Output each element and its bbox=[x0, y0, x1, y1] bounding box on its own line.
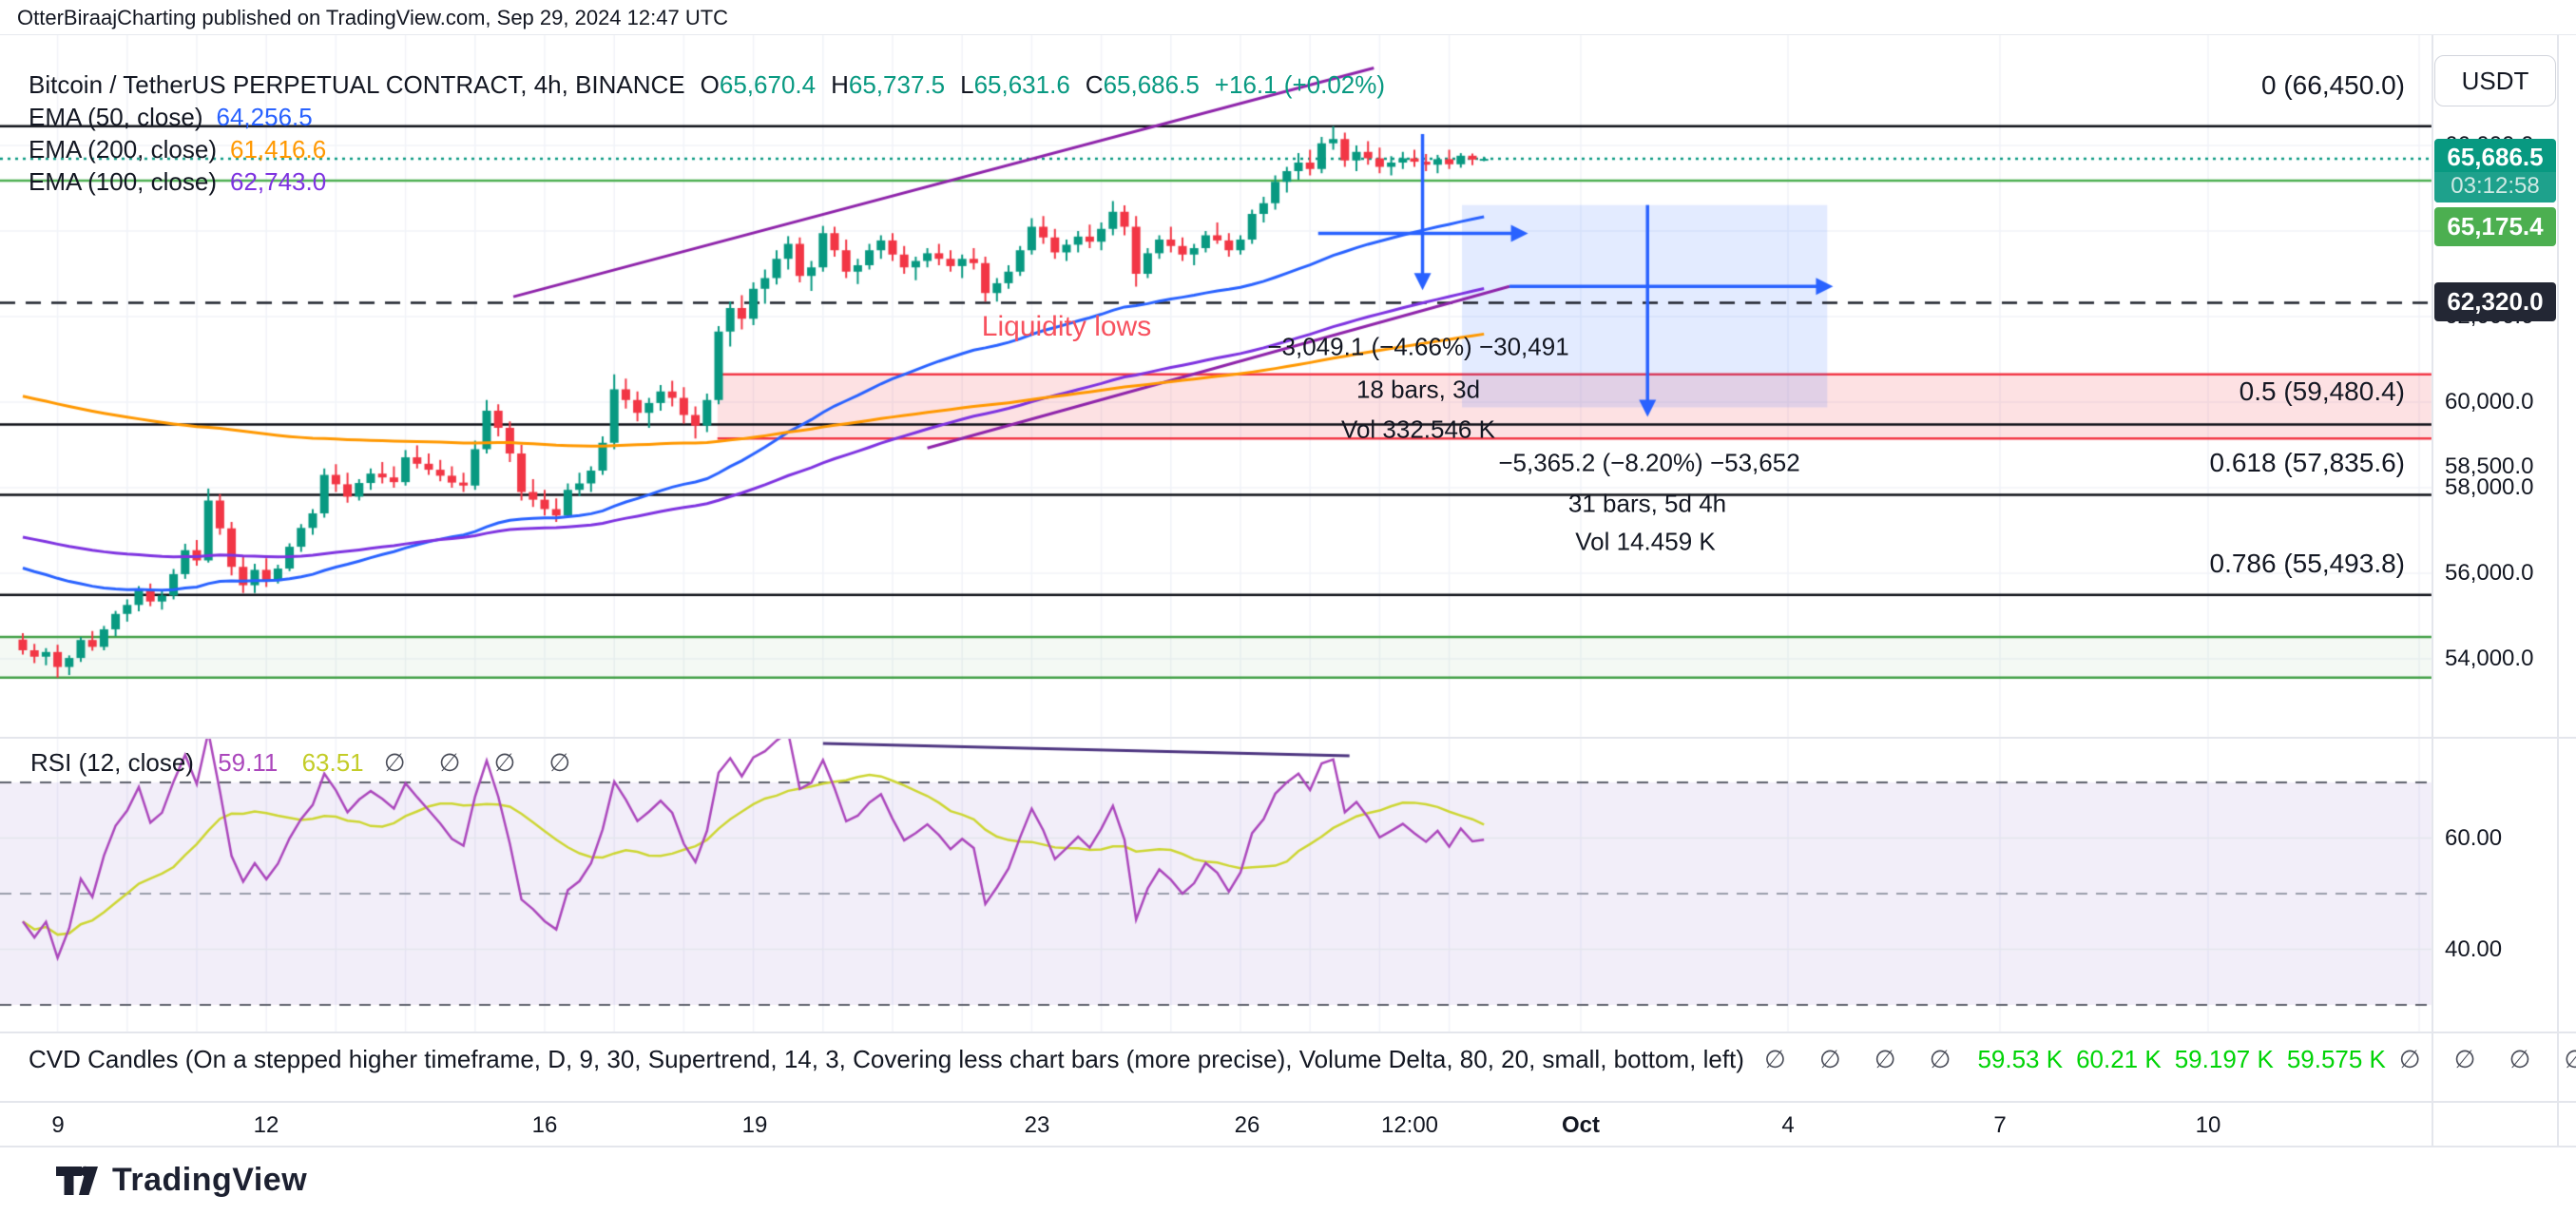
currency-toggle-button[interactable]: USDT bbox=[2434, 55, 2556, 106]
time-axis-label: 23 bbox=[1024, 1112, 1050, 1138]
fib-level-label: 0.618 (57,835.6) bbox=[2209, 448, 2406, 477]
chart-annotation-text: −3,049.1 (−4.66%) −30,491 bbox=[1267, 332, 1569, 361]
ema-legend-value: 61,416.6 bbox=[229, 135, 327, 164]
cvd-delta-value: 59.197 K bbox=[2174, 1045, 2274, 1073]
rsi-ma-value: 63.51 bbox=[301, 748, 364, 777]
time-axis-top-border bbox=[0, 1101, 2576, 1103]
rsi-legend-title: RSI (12, close) bbox=[30, 748, 194, 777]
time-axis-label: Oct bbox=[1561, 1112, 1601, 1138]
cvd-legend-title: CVD Candles (On a stepped higher timefra… bbox=[29, 1045, 1744, 1073]
ohlc-value: 65,737.5 bbox=[848, 70, 946, 99]
time-axis-label: 16 bbox=[531, 1112, 558, 1138]
ema-legend-value: 64,256.5 bbox=[216, 103, 313, 131]
price-axis-label: 54,000.0 bbox=[2445, 646, 2534, 671]
ohlc-value: +16.1 (+0.02%) bbox=[1214, 70, 1386, 99]
published-bar bbox=[0, 0, 2576, 35]
tradingview-logo-text: TradingView bbox=[112, 1162, 308, 1198]
green-line-price-badge: 65,175.4 bbox=[2434, 207, 2556, 246]
chart-annotation-text: −5,365.2 (−8.20%) −53,652 bbox=[1498, 448, 1800, 477]
published-text: OtterBiraajCharting published on Trading… bbox=[17, 6, 729, 29]
chart-annotation-text: Liquidity lows bbox=[981, 311, 1152, 342]
ema-legend-value: 62,743.0 bbox=[229, 167, 327, 196]
liquidity-level-price-badge: 62,320.0 bbox=[2434, 282, 2556, 321]
tradingview-logo-icon bbox=[56, 1166, 98, 1195]
rsi-axis-label: 60.00 bbox=[2445, 824, 2503, 851]
pane-separator-rsi-cvd[interactable] bbox=[0, 1032, 2576, 1033]
chart-annotation-text: 31 bars, 5d 4h bbox=[1567, 489, 1727, 518]
ema-legend-label: EMA (50, close) bbox=[29, 103, 203, 131]
chart-annotation-text: 18 bars, 3d bbox=[1355, 375, 1481, 404]
cvd-delta-values: 59.53 K 60.21 K 59.197 K 59.575 K bbox=[1964, 1045, 2385, 1073]
cvd-delta-value: 60.21 K bbox=[2076, 1045, 2162, 1073]
time-axis[interactable]: 9 12 16 19 23 26 12:00 Oct 4 7 10 bbox=[0, 1103, 2432, 1146]
ohlc-letter: H bbox=[831, 70, 849, 99]
ohlc-letter: O bbox=[700, 70, 720, 99]
tradingview-logo[interactable]: TradingView bbox=[55, 1162, 307, 1199]
ema-legend-row: EMA (200, close) 61,416.6 bbox=[29, 135, 326, 164]
symbol-title: Bitcoin / TetherUS PERPETUAL CONTRACT, 4… bbox=[29, 70, 685, 99]
rsi-axis-label: 40.00 bbox=[2445, 935, 2503, 962]
time-axis-bottom-border bbox=[0, 1146, 2576, 1148]
cvd-delta-value: 59.575 K bbox=[2286, 1045, 2386, 1073]
rsi-legend-row: RSI (12, close) 59.11 63.51 ∅ ∅ ∅ ∅ bbox=[30, 748, 584, 778]
fib-level-label: 0 (66,450.0) bbox=[2261, 70, 2405, 100]
ema-legend-label: EMA (200, close) bbox=[29, 135, 217, 164]
pane-separator-main-rsi[interactable] bbox=[0, 737, 2576, 739]
time-axis-label: 19 bbox=[741, 1112, 768, 1138]
ohlc-value: 65,686.5 bbox=[1103, 70, 1200, 99]
cvd-empty-values-left: ∅ ∅ ∅ ∅ bbox=[1764, 1045, 1965, 1073]
price-axis[interactable]: 66,000.064,000.062,000.060,000.058,500.0… bbox=[2433, 35, 2557, 1101]
cvd-legend-row: CVD Candles (On a stepped higher timefra… bbox=[29, 1045, 2576, 1074]
fib-level-label: 0.5 (59,480.4) bbox=[2239, 376, 2405, 406]
last-price-value: 65,686.5 bbox=[2447, 143, 2544, 171]
time-axis-label: 10 bbox=[2195, 1112, 2221, 1138]
fib-level-label: 0.786 (55,493.8) bbox=[2209, 549, 2406, 578]
cvd-delta-value: 59.53 K bbox=[1977, 1045, 2064, 1073]
chart-annotation-text: Vol 332.546 K bbox=[1341, 415, 1495, 444]
ohlc-values: O65,670.4 H65,737.5 L65,631.6 C65,686.5 +16.… bbox=[685, 70, 1385, 99]
ohlc-value: 65,670.4 bbox=[719, 70, 817, 99]
price-axis-label: 56,000.0 bbox=[2445, 560, 2534, 586]
rsi-value: 59.11 bbox=[218, 748, 279, 777]
right-edge-border bbox=[2557, 35, 2559, 1146]
ohlc-letter: C bbox=[1085, 70, 1104, 99]
time-axis-label: 9 bbox=[51, 1112, 65, 1138]
chart-annotation-text: Vol 14.459 K bbox=[1575, 527, 1716, 556]
time-axis-label: 7 bbox=[1993, 1112, 2007, 1138]
cvd-empty-values-right: ∅ ∅ ∅ ∅ bbox=[2398, 1045, 2576, 1073]
ema-legend-row: EMA (50, close) 64,256.5 bbox=[29, 103, 313, 132]
price-axis-label: 58,500.0 bbox=[2445, 453, 2534, 479]
ohlc-value: 65,631.6 bbox=[973, 70, 1070, 99]
price-axis-label: 58,000.0 bbox=[2445, 474, 2534, 500]
time-axis-label: 12 bbox=[253, 1112, 279, 1138]
last-price-badge: 65,686.5 03:12:58 bbox=[2434, 139, 2556, 202]
ema-legend-label: EMA (100, close) bbox=[29, 167, 217, 196]
rsi-empty-values: ∅ ∅ ∅ ∅ bbox=[383, 748, 585, 777]
bar-countdown: 03:12:58 bbox=[2434, 172, 2556, 202]
price-axis-label: 60,000.0 bbox=[2445, 389, 2534, 415]
time-axis-label: 12:00 bbox=[1380, 1112, 1439, 1138]
time-axis-label: 26 bbox=[1234, 1112, 1260, 1138]
ema-legend-row: EMA (100, close) 62,743.0 bbox=[29, 167, 326, 197]
price-axis-border bbox=[2432, 35, 2433, 1146]
time-axis-label: 4 bbox=[1781, 1112, 1795, 1138]
ohlc-letter: L bbox=[960, 70, 974, 99]
symbol-legend-row: Bitcoin / TetherUS PERPETUAL CONTRACT, 4… bbox=[29, 70, 1385, 100]
